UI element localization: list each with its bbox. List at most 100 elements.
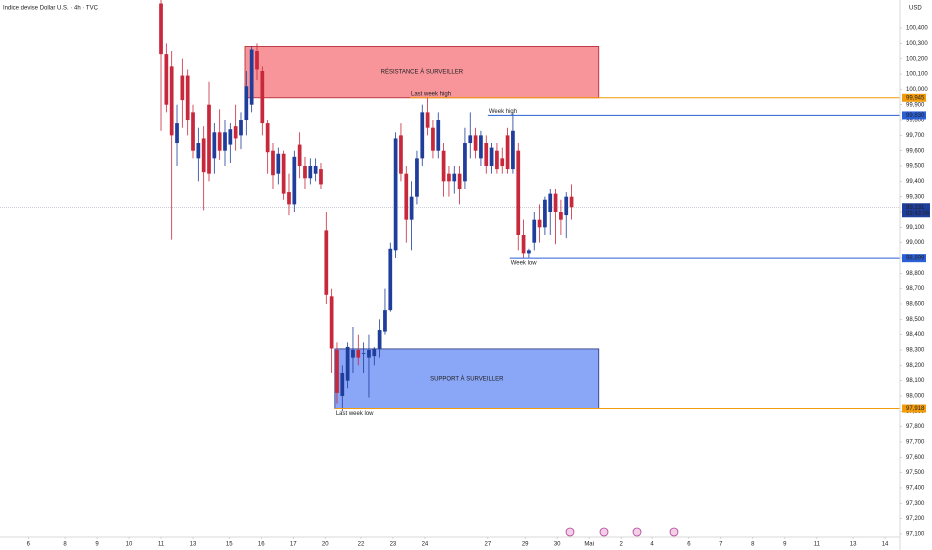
- candle-body: [372, 348, 377, 357]
- candle-body: [201, 138, 206, 173]
- candle-body: [351, 349, 355, 358]
- y-tick-label: 99,900: [906, 102, 925, 108]
- y-tick-label: 98,100: [906, 378, 925, 384]
- x-tick-label: 8: [751, 542, 755, 548]
- x-tick-label: 7: [719, 542, 723, 548]
- x-tick-label: 10: [126, 542, 133, 548]
- y-tick-label: 97,300: [906, 501, 925, 507]
- level-price-box: [902, 93, 926, 102]
- candle-body: [553, 193, 558, 213]
- candle-body: [255, 51, 259, 70]
- candle-body: [468, 135, 473, 144]
- y-tick-label: 97,100: [906, 532, 925, 538]
- zone-label: SUPPORT À SURVEILLER: [430, 375, 504, 382]
- candle-body: [484, 143, 489, 167]
- candle-body: [287, 192, 291, 205]
- candle-body: [212, 132, 217, 159]
- x-tick-label: 15: [226, 542, 233, 548]
- y-tick-label: 98,200: [906, 363, 925, 369]
- x-tick-label: Mai: [584, 542, 594, 548]
- candle-body: [207, 104, 211, 174]
- y-tick-label: 100,200: [906, 56, 928, 62]
- candle-body: [239, 120, 243, 136]
- chart-title: Indice devise Dollar U.S. · 4h · TVC: [3, 6, 99, 12]
- y-tick-label: 100,400: [906, 26, 928, 32]
- x-tick-label: 23: [390, 542, 397, 548]
- candle-body: [447, 173, 451, 182]
- candle-body: [548, 193, 553, 213]
- candle-body: [233, 126, 238, 139]
- candle-body: [537, 219, 542, 228]
- last-price-label: 99,231: [906, 205, 925, 211]
- x-tick-label: 16: [258, 542, 265, 548]
- y-tick-label: 98,800: [906, 271, 925, 277]
- x-tick-label: 13: [190, 542, 197, 548]
- y-tick-label: 98,000: [906, 394, 925, 400]
- candle-body: [564, 196, 569, 216]
- candle-body: [415, 158, 419, 197]
- candle-body: [361, 353, 366, 354]
- y-tick-label: 99,300: [906, 194, 925, 200]
- candle-body: [271, 150, 275, 176]
- x-tick-label: 6: [27, 542, 31, 548]
- x-tick-label: 9: [95, 542, 99, 548]
- candle-body: [292, 156, 297, 205]
- y-tick-label: 99,800: [906, 118, 925, 124]
- level-price-label: 99,830: [906, 113, 925, 119]
- level-price-box: [902, 404, 926, 413]
- level-price-box: [902, 254, 926, 263]
- y-tick-label: 97,600: [906, 455, 925, 461]
- y-tick-label: 100,300: [906, 41, 928, 47]
- candle-body: [260, 70, 265, 124]
- x-tick-label: 17: [290, 542, 297, 548]
- candle-body: [313, 166, 318, 174]
- zone: [244, 46, 600, 99]
- candle-body: [463, 143, 467, 182]
- y-tick-label: 98,700: [906, 286, 925, 292]
- y-tick-label: 98,600: [906, 302, 925, 308]
- level-label: Last week low: [336, 411, 374, 417]
- event-icon: [669, 527, 679, 537]
- zone-label: RÉSISTANCE À SURVEILLER: [381, 69, 464, 76]
- candle-body: [489, 147, 494, 167]
- y-tick-label: 97,800: [906, 424, 925, 430]
- candle-body: [191, 112, 195, 151]
- y-tick-label: 98,400: [906, 332, 925, 338]
- y-tick-label: 98,300: [906, 348, 925, 354]
- level-price-label: 98,899: [906, 256, 925, 262]
- x-tick-label: 4: [650, 542, 654, 548]
- x-tick-label: 29: [522, 542, 529, 548]
- y-tick-label: 99,700: [906, 133, 925, 139]
- y-tick-label: 99,600: [906, 148, 925, 154]
- level-price-label: 97,918: [906, 406, 925, 412]
- candle-body: [265, 123, 270, 153]
- x-tick-label: 14: [882, 542, 889, 548]
- x-tick-label: 8: [63, 542, 67, 548]
- candle-body: [276, 153, 281, 174]
- y-tick-label: 99,400: [906, 179, 925, 185]
- candle-body: [185, 75, 190, 121]
- y-tick-label: 98,500: [906, 317, 925, 323]
- zone: [334, 348, 600, 409]
- candle-body: [436, 120, 441, 151]
- candle-body: [441, 150, 446, 182]
- event-icons: [565, 527, 679, 537]
- y-tick-label: 97,500: [906, 470, 925, 476]
- candle-body: [356, 349, 361, 358]
- level-label: Week low: [511, 261, 538, 267]
- level-label: Last week high: [411, 91, 451, 97]
- event-icon: [632, 527, 642, 537]
- candle-body: [420, 112, 425, 159]
- y-tick-label: 97,400: [906, 486, 925, 492]
- candle-body: [457, 173, 462, 190]
- candle-body: [217, 132, 222, 151]
- candle-body: [324, 230, 329, 295]
- candle-body: [281, 153, 286, 194]
- candle-body: [223, 132, 227, 151]
- candle-body: [303, 166, 307, 179]
- candle-body: [164, 54, 169, 105]
- x-tick-label: 9: [783, 542, 787, 548]
- y-tick-label: 100,000: [906, 87, 928, 93]
- candle-body: [559, 212, 563, 220]
- candle-body: [431, 127, 435, 151]
